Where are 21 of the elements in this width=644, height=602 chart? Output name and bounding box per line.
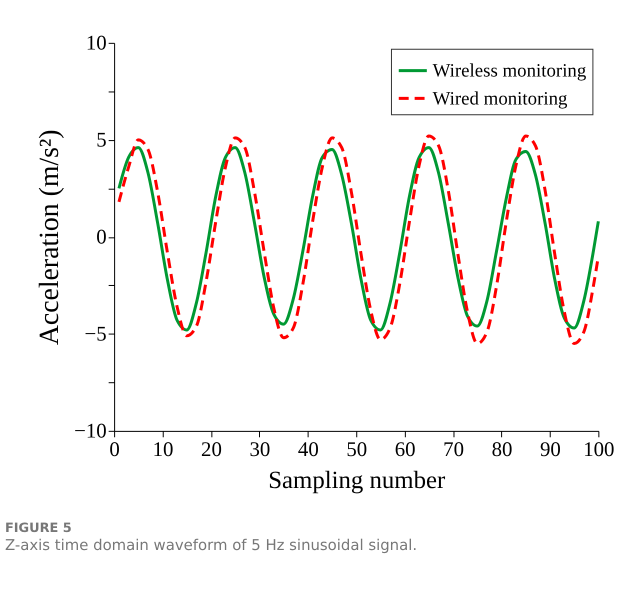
x-tick-label: 50 [346,437,368,462]
x-tick-label: 80 [492,437,512,462]
y-tick-label: 0 [96,224,107,248]
y-tick-label: −5 [84,321,107,346]
x-tick-label: 100 [583,437,614,462]
text: Z-axis time domain waveform of 5 Hz sinusoidal signal. [4,536,418,554]
x-tick-label: 70 [443,437,464,462]
x-tick-label: 20 [201,437,222,462]
x-tick-label: 60 [394,437,416,462]
caption: FIGURE 5 [4,521,72,536]
legend-label: Wireless monitoring [432,60,587,82]
x-tick-label: 90 [540,437,561,462]
x-tick-label: 30 [249,437,270,462]
x-tick-label: 10 [152,437,174,462]
x-tick-label: 40 [298,437,319,462]
y-tick-label: 5 [96,127,107,152]
legend-label: Wired monitoring [432,88,568,110]
y-tick-label: −10 [74,418,107,442]
y-tick-label: 10 [86,30,107,54]
y-axis-title: Acceleration (m/s²) [34,129,66,346]
x-axis-title: Sampling number [268,466,446,494]
